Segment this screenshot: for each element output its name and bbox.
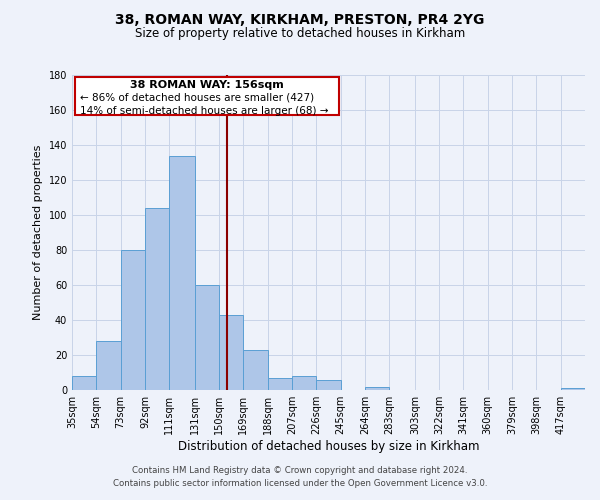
X-axis label: Distribution of detached houses by size in Kirkham: Distribution of detached houses by size … bbox=[178, 440, 479, 453]
Bar bbox=[292, 376, 316, 390]
Bar bbox=[121, 250, 145, 390]
Text: Size of property relative to detached houses in Kirkham: Size of property relative to detached ho… bbox=[135, 28, 465, 40]
FancyBboxPatch shape bbox=[74, 76, 340, 116]
Bar bbox=[560, 388, 585, 390]
Text: 38, ROMAN WAY, KIRKHAM, PRESTON, PR4 2YG: 38, ROMAN WAY, KIRKHAM, PRESTON, PR4 2YG bbox=[115, 12, 485, 26]
Bar bbox=[268, 378, 292, 390]
Bar bbox=[145, 208, 169, 390]
Y-axis label: Number of detached properties: Number of detached properties bbox=[33, 145, 43, 320]
Text: ← 86% of detached houses are smaller (427): ← 86% of detached houses are smaller (42… bbox=[80, 92, 314, 102]
Bar bbox=[244, 350, 268, 390]
Bar bbox=[365, 386, 389, 390]
Text: 14% of semi-detached houses are larger (68) →: 14% of semi-detached houses are larger (… bbox=[80, 106, 328, 117]
Text: 38 ROMAN WAY: 156sqm: 38 ROMAN WAY: 156sqm bbox=[130, 80, 284, 90]
Bar bbox=[169, 156, 195, 390]
Text: Contains HM Land Registry data © Crown copyright and database right 2024.
Contai: Contains HM Land Registry data © Crown c… bbox=[113, 466, 487, 487]
Bar bbox=[97, 341, 121, 390]
Bar bbox=[316, 380, 341, 390]
Bar bbox=[219, 315, 244, 390]
Bar bbox=[195, 285, 219, 390]
Bar bbox=[72, 376, 97, 390]
